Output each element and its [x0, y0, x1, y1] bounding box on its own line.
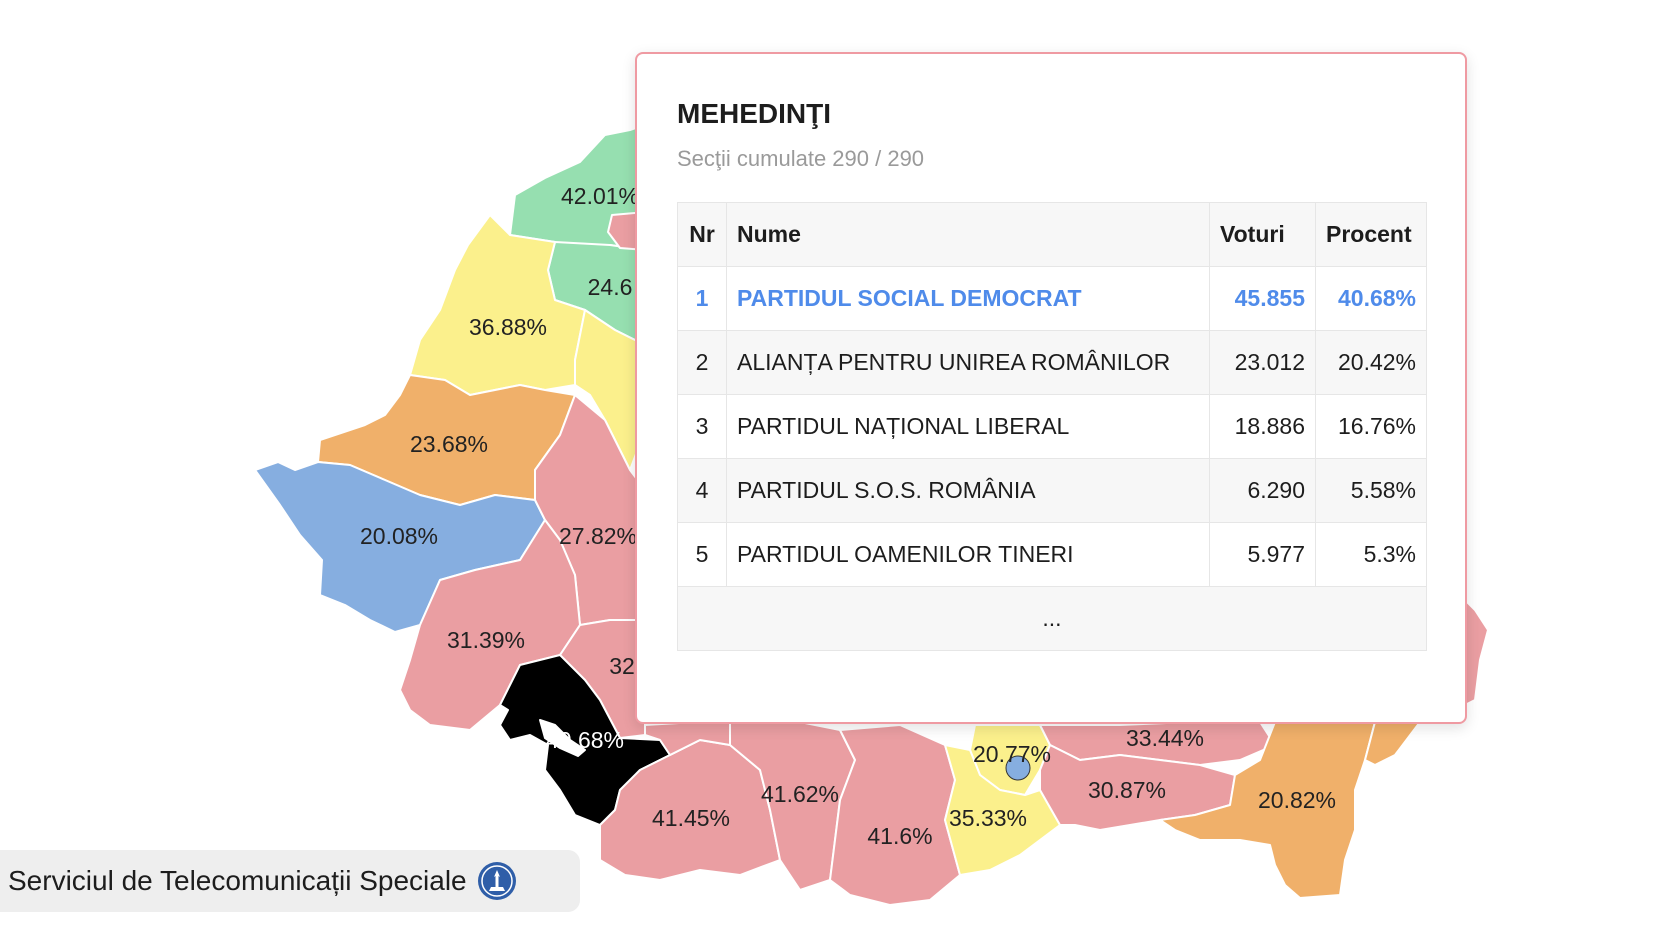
cell-percent: 40.68%: [1315, 266, 1427, 331]
col-header-nr: Nr: [677, 202, 727, 267]
bucharest-marker[interactable]: [1005, 755, 1031, 781]
cell-name: PARTIDUL NAȚIONAL LIBERAL: [726, 394, 1210, 459]
table-row: 5 PARTIDUL OAMENILOR TINERI 5.977 5.3%: [677, 522, 1427, 587]
cell-nr: 5: [677, 522, 727, 587]
cell-nr: 1: [677, 266, 727, 331]
label-pink-se1: 33.44%: [1126, 725, 1204, 751]
table-header-row: Nr Nume Voturi Procent: [677, 202, 1427, 267]
cell-nr: 2: [677, 330, 727, 395]
table-row: 3 PARTIDUL NAȚIONAL LIBERAL 18.886 16.76…: [677, 394, 1427, 459]
cell-name: PARTIDUL OAMENILOR TINERI: [726, 522, 1210, 587]
cell-votes: 23.012: [1209, 330, 1316, 395]
cell-votes: 6.290: [1209, 458, 1316, 523]
label-pink-s2: 41.45%: [652, 805, 730, 831]
table-row: 1 PARTIDUL SOCIAL DEMOCRAT 45.855 40.68%: [677, 266, 1427, 331]
sts-emblem-icon: [477, 862, 516, 900]
label-yellow-s1: 20.77%: [973, 741, 1051, 767]
label-yellow-nw: 36.88%: [469, 314, 547, 340]
cell-name: PARTIDUL S.O.S. ROMÂNIA: [726, 458, 1210, 523]
county-orange-east-edge[interactable]: [1364, 721, 1421, 766]
label-green-2: 24.6: [588, 274, 633, 300]
label-orange-w: 23.68%: [410, 431, 488, 457]
label-north-green: 42.01%: [561, 183, 639, 209]
label-black-sel: 40.68%: [546, 727, 624, 753]
col-header-name: Nume: [726, 202, 1210, 267]
cell-percent: 5.58%: [1315, 458, 1427, 523]
cell-nr: 3: [677, 394, 727, 459]
attribution-badge[interactable]: Serviciul de Telecomunicații Speciale: [0, 850, 580, 912]
cell-percent: 16.76%: [1315, 394, 1427, 459]
label-pink-s1: 32: [609, 653, 635, 679]
cell-votes: 5.977: [1209, 522, 1316, 587]
table-row: 4 PARTIDUL S.O.S. ROMÂNIA 6.290 5.58%: [677, 458, 1427, 523]
danube-notch: [539, 719, 586, 757]
county-results-popup: MEHEDINŢI Secţii cumulate 290 / 290 Nr N…: [635, 52, 1467, 724]
label-pink-sw: 31.39%: [447, 627, 525, 653]
popup-title: MEHEDINŢI: [677, 98, 831, 129]
label-pink-s4: 41.6%: [867, 823, 932, 849]
results-table: Nr Nume Voturi Procent 1 PARTIDUL SOCIAL…: [677, 202, 1427, 651]
attribution-text: Serviciul de Telecomunicații Speciale: [8, 865, 467, 896]
cell-percent: 5.3%: [1315, 522, 1427, 587]
label-pink-s3: 41.62%: [761, 781, 839, 807]
col-header-votes: Voturi: [1209, 202, 1316, 267]
cell-votes: 18.886: [1209, 394, 1316, 459]
label-blue-w: 20.08%: [360, 523, 438, 549]
county-yellow-s2[interactable]: [944, 744, 1061, 876]
popup-subtitle: Secţii cumulate 290 / 290: [677, 146, 925, 171]
county-pink-east-edge[interactable]: [1464, 599, 1489, 706]
cell-nr: 4: [677, 458, 727, 523]
county-orange-se[interactable]: [1159, 719, 1376, 899]
table-more-row: ...: [677, 586, 1427, 651]
label-yellow-s2: 35.33%: [949, 805, 1027, 831]
label-pink-center-w: 27.82%: [559, 523, 637, 549]
col-header-percent: Procent: [1315, 202, 1427, 267]
county-pink-s-top[interactable]: [644, 719, 731, 756]
cell-percent: 20.42%: [1315, 330, 1427, 395]
cell-name: PARTIDUL SOCIAL DEMOCRAT: [726, 266, 1210, 331]
label-orange-se: 20.82%: [1258, 787, 1336, 813]
label-pink-se2: 30.87%: [1088, 777, 1166, 803]
more-ellipsis: ...: [677, 586, 1427, 651]
table-row: 2 ALIANȚA PENTRU UNIREA ROMÂNILOR 23.012…: [677, 330, 1427, 395]
cell-votes: 45.855: [1209, 266, 1316, 331]
cell-name: ALIANȚA PENTRU UNIREA ROMÂNILOR: [726, 330, 1210, 395]
